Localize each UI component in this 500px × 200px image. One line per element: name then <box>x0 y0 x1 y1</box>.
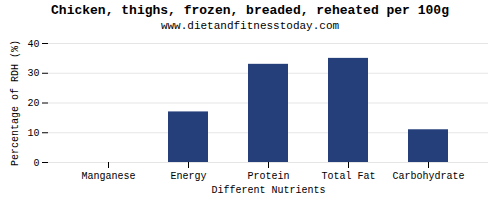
svg-text:Protein: Protein <box>247 171 289 182</box>
svg-text:20: 20 <box>27 98 39 109</box>
svg-text:Manganese: Manganese <box>81 171 135 182</box>
svg-text:30: 30 <box>27 68 39 79</box>
svg-text:Carbohydrate: Carbohydrate <box>392 171 464 182</box>
html-text:Chicken, thighs, frozen, bread: Chicken, thighs, frozen, breaded, reheat… <box>51 3 449 18</box>
svg-text:Percentage of RDH (%): Percentage of RDH (%) <box>10 40 21 166</box>
svg-text:40: 40 <box>27 39 39 50</box>
svg-text:0: 0 <box>33 158 39 169</box>
svg-text:Energy: Energy <box>170 171 206 182</box>
svg-text:Total Fat: Total Fat <box>321 171 375 182</box>
html-text:www.dietandfitnesstoday.com: www.dietandfitnesstoday.com <box>160 20 340 32</box>
svg-text:10: 10 <box>27 128 39 139</box>
svg-text:Different Nutrients: Different Nutrients <box>211 185 325 196</box>
